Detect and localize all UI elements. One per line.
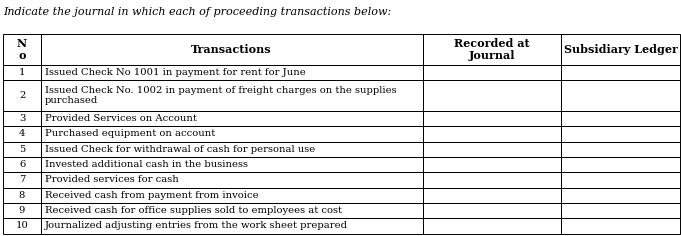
Text: Provided Services on Account: Provided Services on Account xyxy=(45,114,197,123)
Bar xyxy=(41,126,423,142)
Bar xyxy=(3,218,41,234)
Bar xyxy=(41,80,423,111)
Bar xyxy=(41,172,423,188)
Bar xyxy=(561,126,680,142)
Bar xyxy=(3,111,41,126)
Bar xyxy=(41,218,423,234)
Bar xyxy=(3,126,41,142)
Bar xyxy=(41,34,423,65)
Text: 2: 2 xyxy=(19,91,25,100)
Bar xyxy=(423,203,561,218)
Bar xyxy=(423,80,561,111)
Bar xyxy=(3,34,41,65)
Bar xyxy=(561,142,680,157)
Text: 1: 1 xyxy=(19,68,25,77)
Text: N
o: N o xyxy=(17,38,27,61)
Bar xyxy=(561,34,680,65)
Bar xyxy=(423,65,561,80)
Bar xyxy=(41,111,423,126)
Text: Transactions: Transactions xyxy=(191,44,272,55)
Text: Journalized adjusting entries from the work sheet prepared: Journalized adjusting entries from the w… xyxy=(45,221,348,231)
Bar xyxy=(561,172,680,188)
Bar xyxy=(561,80,680,111)
Text: Issued Check No 1001 in payment for rent for June: Issued Check No 1001 in payment for rent… xyxy=(45,68,306,77)
Bar xyxy=(423,34,561,65)
Text: Issued Check No. 1002 in payment of freight charges on the supplies
purchased: Issued Check No. 1002 in payment of frei… xyxy=(45,86,396,105)
Bar xyxy=(3,157,41,172)
Bar xyxy=(41,188,423,203)
Text: Invested additional cash in the business: Invested additional cash in the business xyxy=(45,160,248,169)
Bar xyxy=(423,188,561,203)
Bar xyxy=(41,157,423,172)
Text: 5: 5 xyxy=(19,145,25,154)
Text: 4: 4 xyxy=(19,129,25,139)
Bar xyxy=(3,188,41,203)
Bar xyxy=(3,142,41,157)
Text: 6: 6 xyxy=(19,160,25,169)
Text: Recorded at
Journal: Recorded at Journal xyxy=(454,38,530,61)
Bar xyxy=(41,142,423,157)
Bar xyxy=(561,65,680,80)
Text: Received cash for office supplies sold to employees at cost: Received cash for office supplies sold t… xyxy=(45,206,342,215)
Bar xyxy=(3,172,41,188)
Bar xyxy=(423,126,561,142)
Bar xyxy=(561,111,680,126)
Bar xyxy=(41,203,423,218)
Bar xyxy=(41,65,423,80)
Bar xyxy=(423,172,561,188)
Bar xyxy=(423,111,561,126)
Bar xyxy=(423,218,561,234)
Bar xyxy=(561,188,680,203)
Text: Provided services for cash: Provided services for cash xyxy=(45,175,178,185)
Text: 8: 8 xyxy=(19,191,25,200)
Text: Indicate the journal in which each of proceeding transactions below:: Indicate the journal in which each of pr… xyxy=(3,7,392,17)
Bar xyxy=(3,203,41,218)
Text: Subsidiary Ledger: Subsidiary Ledger xyxy=(564,44,678,55)
Bar xyxy=(3,65,41,80)
Text: Received cash from payment from invoice: Received cash from payment from invoice xyxy=(45,191,258,200)
Bar xyxy=(423,142,561,157)
Bar xyxy=(561,218,680,234)
Text: 7: 7 xyxy=(19,175,25,185)
Text: 3: 3 xyxy=(19,114,25,123)
Bar xyxy=(561,157,680,172)
Text: Issued Check for withdrawal of cash for personal use: Issued Check for withdrawal of cash for … xyxy=(45,145,315,154)
Bar xyxy=(423,157,561,172)
Bar xyxy=(3,80,41,111)
Bar xyxy=(561,203,680,218)
Text: Purchased equipment on account: Purchased equipment on account xyxy=(45,129,215,139)
Text: 9: 9 xyxy=(19,206,25,215)
Text: 10: 10 xyxy=(16,221,29,231)
